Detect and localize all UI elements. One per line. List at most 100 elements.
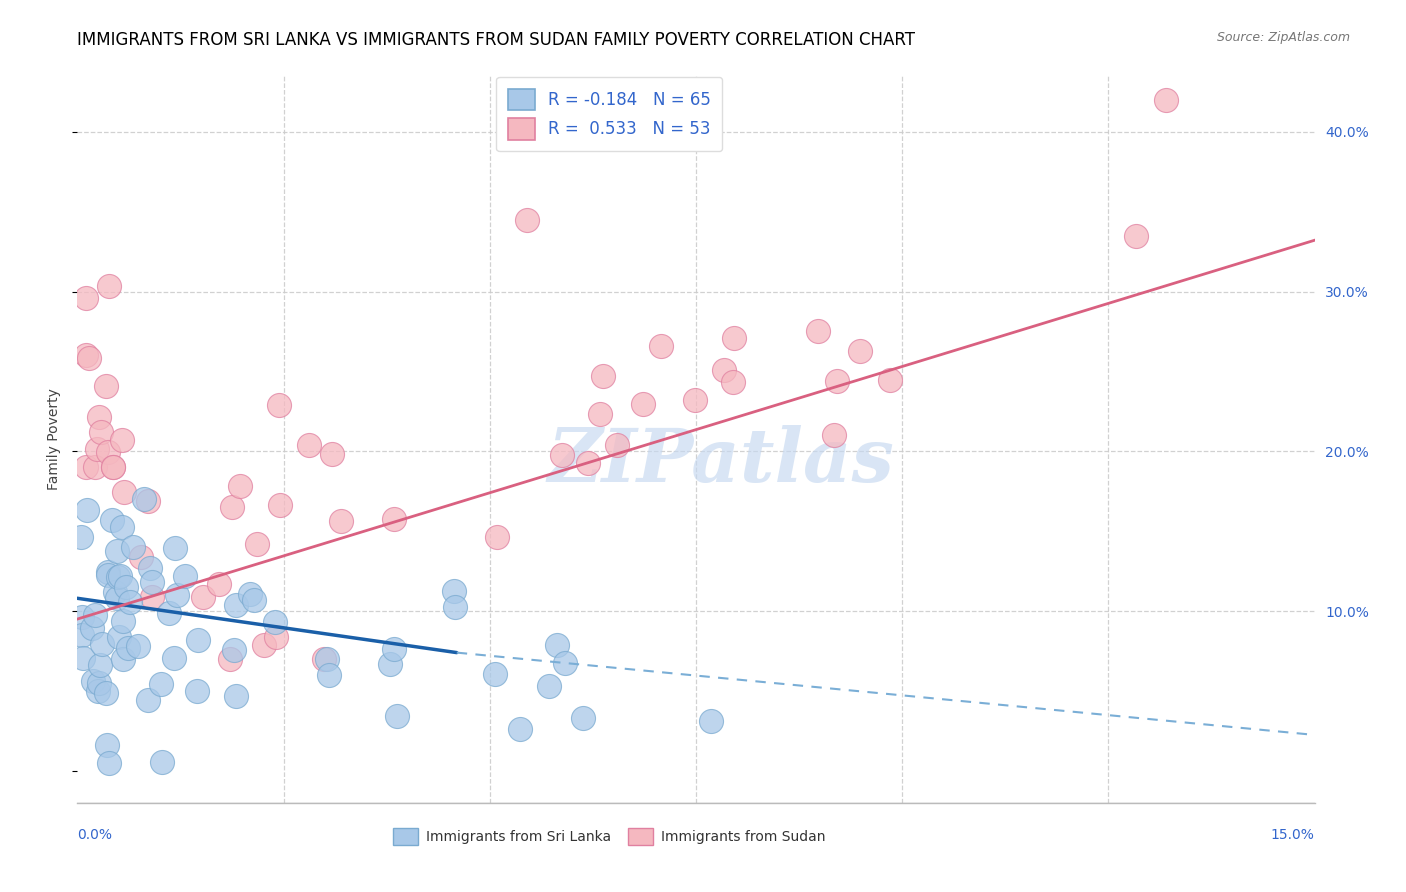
Point <box>191 590 214 604</box>
Point <box>94 686 117 700</box>
Point <box>166 588 188 602</box>
Point <box>849 344 872 359</box>
Point <box>111 433 134 447</box>
Point <box>221 500 243 515</box>
Point <box>269 498 291 512</box>
Point <box>378 657 401 672</box>
Point <box>576 456 599 470</box>
Text: 0.0%: 0.0% <box>77 828 112 842</box>
Point <box>222 643 245 657</box>
Point <box>385 708 408 723</box>
Point <box>111 520 134 534</box>
Point <box>112 615 135 629</box>
Point <box>315 652 337 666</box>
Point <box>173 569 195 583</box>
Point <box>807 324 830 338</box>
Point <box>115 580 138 594</box>
Point <box>139 560 162 574</box>
Point <box>246 537 269 551</box>
Point <box>330 515 353 529</box>
Point <box>96 738 118 752</box>
Point <box>685 393 707 408</box>
Point <box>723 375 745 389</box>
Point <box>229 479 252 493</box>
Point <box>97 445 120 459</box>
Point <box>98 756 121 770</box>
Point <box>219 652 242 666</box>
Point <box>89 657 111 672</box>
Point <box>101 513 124 527</box>
Point <box>97 565 120 579</box>
Point <box>546 638 568 652</box>
Point <box>382 641 405 656</box>
Point <box>239 586 262 600</box>
Point <box>150 755 173 769</box>
Point <box>89 410 111 425</box>
Point <box>105 543 128 558</box>
Point <box>118 595 141 609</box>
Point <box>606 438 628 452</box>
Text: 15.0%: 15.0% <box>1271 828 1315 842</box>
Point <box>105 591 128 606</box>
Point <box>484 667 506 681</box>
Point <box>91 637 114 651</box>
Point <box>187 633 209 648</box>
Point <box>104 585 127 599</box>
Point <box>318 668 340 682</box>
Point <box>879 373 901 387</box>
Point <box>516 212 538 227</box>
Legend: Immigrants from Sri Lanka, Immigrants from Sudan: Immigrants from Sri Lanka, Immigrants fr… <box>387 822 831 850</box>
Point <box>76 503 98 517</box>
Point <box>264 630 287 644</box>
Text: IMMIGRANTS FROM SRI LANKA VS IMMIGRANTS FROM SUDAN FAMILY POVERTY CORRELATION CH: IMMIGRANTS FROM SRI LANKA VS IMMIGRANTS … <box>77 31 915 49</box>
Point <box>550 448 572 462</box>
Point <box>631 397 654 411</box>
Point <box>97 568 120 582</box>
Point <box>129 549 152 564</box>
Point <box>1154 93 1177 107</box>
Point <box>86 442 108 456</box>
Point <box>84 460 107 475</box>
Point <box>243 593 266 607</box>
Text: ZIPatlas: ZIPatlas <box>547 425 894 498</box>
Point <box>186 683 208 698</box>
Point <box>134 492 156 507</box>
Point <box>825 375 848 389</box>
Point <box>163 541 186 555</box>
Point <box>225 689 247 703</box>
Point <box>589 407 612 421</box>
Point <box>384 511 406 525</box>
Point <box>112 652 135 666</box>
Point <box>208 576 231 591</box>
Point <box>157 607 180 621</box>
Point <box>509 722 531 736</box>
Point <box>298 438 321 452</box>
Point <box>1125 228 1147 243</box>
Point <box>70 610 93 624</box>
Point <box>127 639 149 653</box>
Point <box>823 428 845 442</box>
Point <box>87 675 110 690</box>
Point <box>321 447 343 461</box>
Point <box>141 574 163 589</box>
Point <box>723 331 745 345</box>
Point <box>103 460 125 475</box>
Point <box>82 673 104 688</box>
Point <box>537 679 560 693</box>
Point <box>650 339 672 353</box>
Point <box>75 348 97 362</box>
Point <box>98 279 121 293</box>
Point <box>163 651 186 665</box>
Point <box>225 598 247 612</box>
Point <box>108 630 131 644</box>
Point <box>77 351 100 366</box>
Text: Source: ZipAtlas.com: Source: ZipAtlas.com <box>1216 31 1350 45</box>
Point <box>700 714 723 729</box>
Point <box>117 640 139 655</box>
Point <box>314 652 336 666</box>
Point <box>122 541 145 555</box>
Point <box>103 460 125 475</box>
Point <box>75 292 97 306</box>
Y-axis label: Family Poverty: Family Poverty <box>48 388 62 491</box>
Point <box>70 530 93 544</box>
